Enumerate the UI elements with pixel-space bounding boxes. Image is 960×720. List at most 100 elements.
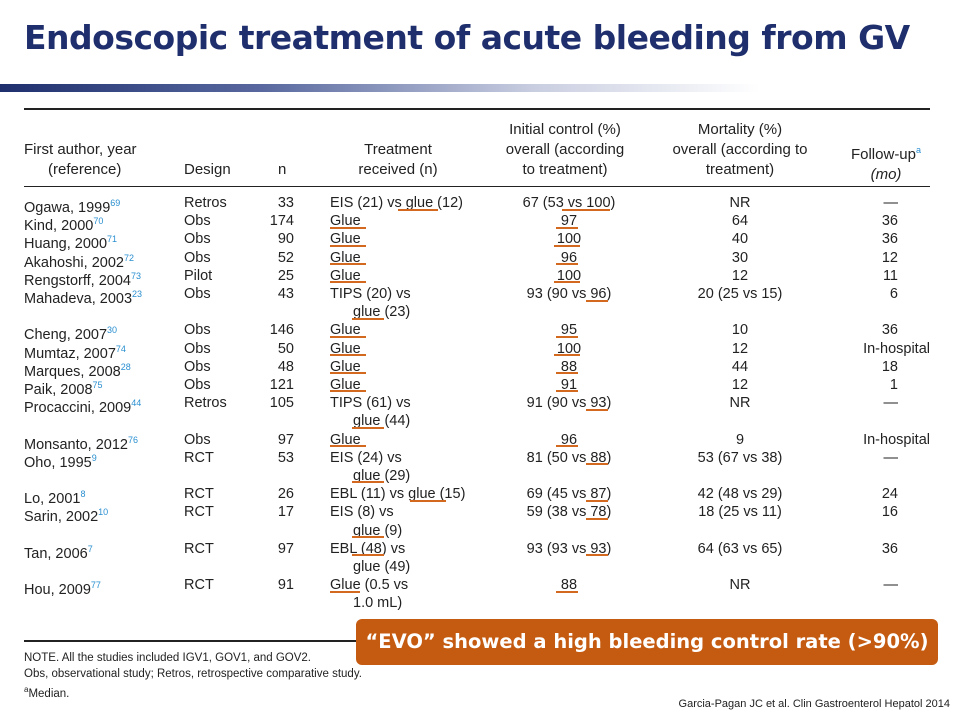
table-row: Paik, 200875 Obs 121 Glue 91 12 1 <box>0 376 960 398</box>
design-cell: RCT <box>184 486 214 503</box>
footnote-abbrev: Obs, observational study; Retros, retros… <box>24 668 362 680</box>
underline-mark <box>330 263 366 265</box>
underline-mark <box>352 554 384 556</box>
reference-number: 75 <box>92 380 103 390</box>
author-name: Procaccini, 2009 <box>24 400 132 417</box>
treatment-cell: EIS (24) vs <box>330 449 402 466</box>
author-name: Kind, 2000 <box>24 218 94 235</box>
underline-mark <box>330 390 366 392</box>
header-mortality: Mortality (%) overall (according to trea… <box>672 121 808 178</box>
initial-control-cell: 88 <box>560 577 578 594</box>
table-row: Hou, 200977 RCT 91 Glue (0.5 vs 1.0 mL) 88 NR — <box>0 576 960 612</box>
treatment-cell: glue (44) <box>353 413 411 430</box>
design-cell: Obs <box>184 286 211 302</box>
underline-mark <box>586 554 608 556</box>
author-name: Mahadeva, 2003 <box>24 290 133 307</box>
table-row: Rengstorff, 200473 Pilot 25 Glue 100 12 11 <box>0 267 960 289</box>
followup-cell: 11 <box>882 267 898 284</box>
author-name: Cheng, 2007 <box>24 327 108 344</box>
followup-cell: — <box>883 577 899 594</box>
author-name: Hou, 2009 <box>24 582 91 599</box>
treatment-cell: EIS (8) vs <box>330 504 394 521</box>
followup-cell: 18 <box>881 358 898 375</box>
treatment-cell: TIPS (61) vs <box>330 395 411 412</box>
table-row: Mahadeva, 200323 Obs 43 TIPS (20) vs glue (2… <box>0 285 960 321</box>
design-cell: RCT <box>184 504 214 521</box>
mortality-cell: 10 <box>731 322 749 339</box>
reference-number: 70 <box>93 216 104 227</box>
underline-mark <box>352 481 384 483</box>
table-row: Ogawa, 199969 Retros 33 EIS (21) vs glue (1… <box>0 194 960 216</box>
mortality-cell: NR <box>729 195 751 211</box>
table-header-rule <box>24 186 930 187</box>
treatment-cell: EBL (11) vs glue (15) <box>330 486 466 503</box>
mortality-cell: 12 <box>731 340 749 357</box>
initial-control-cell: 100 <box>556 267 582 284</box>
n-cell: 174 <box>269 213 294 230</box>
underline-mark <box>556 591 578 593</box>
followup-cell: 36 <box>881 540 898 557</box>
treatment-cell: Glue <box>330 358 361 375</box>
table-row: Sarin, 200210 RCT 17 EIS (8) vs glue (9) 59 (… <box>0 503 960 539</box>
underline-mark <box>562 209 610 211</box>
reference-number: 10 <box>98 507 109 518</box>
mortality-cell: 12 <box>731 267 749 284</box>
initial-control-cell: 97 <box>560 213 578 230</box>
treatment-cell: Glue <box>330 377 361 393</box>
followup-cell: — <box>883 449 899 466</box>
followup-cell: 24 <box>881 486 898 503</box>
author-name: Rengstorff, 2004 <box>24 272 131 289</box>
reference-number: 77 <box>90 580 101 591</box>
reference-number: 72 <box>123 252 134 263</box>
mortality-cell: 44 <box>731 358 749 375</box>
author-cell: Huang, 200071 <box>24 230 117 253</box>
initial-control-cell: 100 <box>556 231 582 248</box>
treatment-cell: Glue <box>330 231 361 248</box>
n-cell: 52 <box>277 249 294 266</box>
mortality-cell: 30 <box>731 249 749 266</box>
author-cell: Akahoshi, 200272 <box>24 249 134 272</box>
n-cell: 50 <box>277 340 294 357</box>
followup-cell: 36 <box>881 213 898 230</box>
n-cell: 53 <box>277 449 294 466</box>
author-cell: Rengstorff, 200473 <box>24 267 141 290</box>
author-name: Sarin, 2002 <box>24 509 99 526</box>
author-name: Ogawa, 1999 <box>24 199 111 216</box>
reference-number: 23 <box>132 289 143 299</box>
underline-mark <box>330 227 366 229</box>
design-cell: RCT <box>184 540 214 557</box>
underline-mark <box>554 281 580 283</box>
design-cell: RCT <box>184 577 214 594</box>
table-row: Monsanto, 201276 Obs 97 Glue 96 9 In-hospital <box>0 431 960 453</box>
followup-cell: 36 <box>881 231 898 248</box>
underline-mark <box>586 463 608 465</box>
followup-cell: — <box>883 395 899 412</box>
reference-number: 71 <box>107 234 118 245</box>
design-cell: RCT <box>184 449 214 466</box>
n-cell: 91 <box>277 577 294 594</box>
reference-number: 76 <box>128 434 139 445</box>
design-cell: Obs <box>184 213 211 230</box>
footnote-median: aMedian. <box>24 685 70 700</box>
author-cell: Hou, 200977 <box>24 576 101 599</box>
treatment-cell: Glue <box>330 213 361 230</box>
table-top-rule <box>24 108 930 110</box>
underline-mark <box>586 500 608 502</box>
author-cell: Cheng, 200730 <box>24 321 117 344</box>
underline-mark <box>586 409 608 411</box>
mortality-cell: 20 (25 vs 15) <box>697 286 783 302</box>
design-cell: Obs <box>184 322 211 339</box>
initial-control-cell: 91 <box>560 377 578 393</box>
author-cell: Monsanto, 201276 <box>24 431 138 454</box>
author-name: Mumtaz, 2007 <box>24 345 116 362</box>
initial-control-cell: 81 (50 vs 88) <box>526 449 612 466</box>
reference-number: 73 <box>130 270 141 281</box>
table-row: Akahoshi, 200272 Obs 52 Glue 96 30 12 <box>0 249 960 271</box>
followup-cell: 1 <box>889 377 898 393</box>
underline-mark <box>330 372 366 374</box>
design-cell: Obs <box>184 249 211 266</box>
initial-control-cell: 59 (38 vs 78) <box>526 504 612 521</box>
reference-number: 28 <box>120 361 131 372</box>
treatment-cell: glue (49) <box>353 558 411 575</box>
treatment-cell: Glue (0.5 vs <box>330 577 409 594</box>
